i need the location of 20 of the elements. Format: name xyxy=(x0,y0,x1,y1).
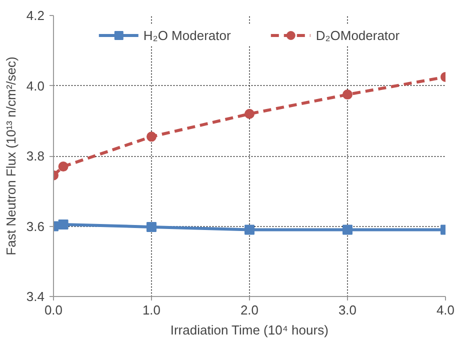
x-tick-label: 1.0 xyxy=(142,302,161,318)
point xyxy=(342,224,352,235)
x-tick-label: 4.0 xyxy=(436,302,455,318)
x-tick-label: 2.0 xyxy=(240,302,259,318)
point xyxy=(146,222,156,232)
x-tick-label: 3.0 xyxy=(338,302,357,318)
y-tick-label: 4.0 xyxy=(26,78,45,94)
legend-label: H₂O Moderator xyxy=(143,28,231,42)
y-tick-label: 3.6 xyxy=(26,218,45,234)
x-tick-label: 0.0 xyxy=(44,302,63,318)
legend-label: D₂OModerator xyxy=(316,28,400,42)
y-tick-label: 3.8 xyxy=(26,148,45,164)
y-tick-label: 4.2 xyxy=(26,8,45,23)
point xyxy=(146,132,156,142)
point xyxy=(244,108,254,119)
point xyxy=(342,90,352,100)
point xyxy=(244,224,254,235)
x-axis-title: Irradiation Time (10⁴ hours) xyxy=(170,322,328,338)
y-axis-title: Fast Neutron Flux (10¹³ n/cm²/sec) xyxy=(3,56,18,256)
y-tick-label: 3.4 xyxy=(26,289,45,304)
